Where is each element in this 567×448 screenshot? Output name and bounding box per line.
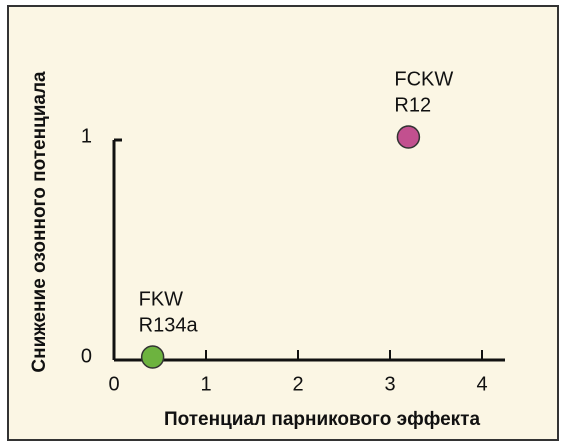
- y-axis-label: Снижение озонного потенциала: [29, 71, 50, 373]
- x-tick-label: 1: [200, 373, 211, 395]
- point: [140, 345, 165, 369]
- y-tick-label: 0: [81, 345, 92, 367]
- point-label: FKW: [139, 288, 184, 310]
- x-tick-label: 3: [384, 373, 395, 395]
- frame: [7, 5, 559, 441]
- point: [396, 125, 421, 149]
- x-axis-label: Потенциал парникового эффекта: [164, 409, 481, 430]
- point-label: R134a: [139, 314, 199, 336]
- x-tick-label: 0: [108, 373, 119, 395]
- x-tick-label: 4: [476, 373, 487, 395]
- y-tick-label: 1: [81, 125, 92, 147]
- x-tick-label: 2: [292, 373, 303, 395]
- point-label: R12: [394, 94, 431, 116]
- point-label: FCKW: [394, 68, 453, 90]
